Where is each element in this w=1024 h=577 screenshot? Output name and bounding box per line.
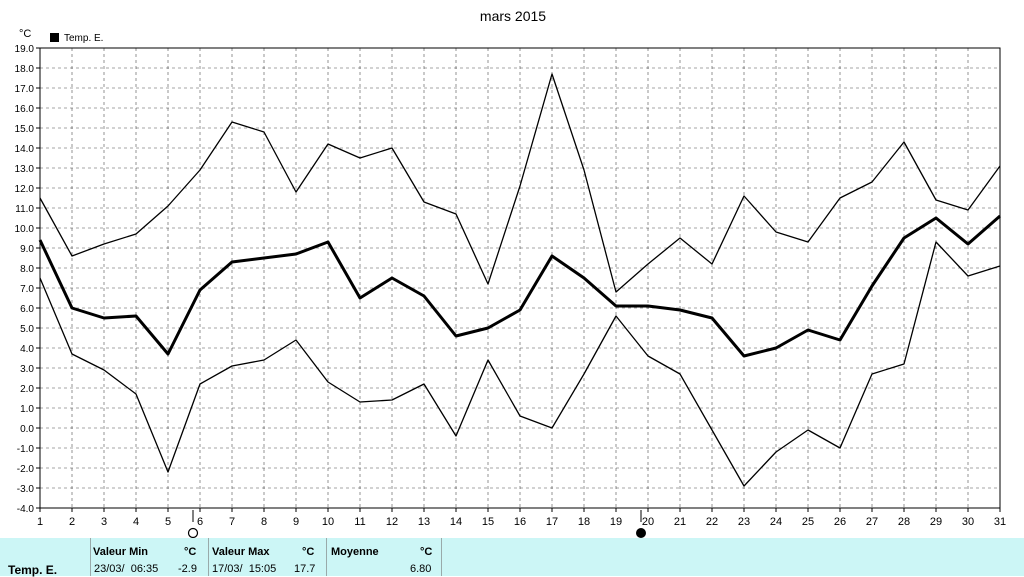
max-date: 17/03/ 15:05 bbox=[212, 563, 277, 575]
legend-swatch bbox=[50, 33, 59, 42]
moon-markers bbox=[187, 510, 646, 538]
series-line-max bbox=[39, 73, 1001, 293]
series-lines bbox=[38, 73, 1001, 487]
x-tick-label: 13 bbox=[418, 516, 430, 528]
min-value: -2.9 bbox=[178, 563, 197, 575]
max-value: 17.7 bbox=[294, 563, 316, 575]
legend: Temp. E. bbox=[50, 33, 103, 44]
x-tick-label: 17 bbox=[546, 516, 558, 528]
x-tick-label: 18 bbox=[578, 516, 590, 528]
x-tick-label: 16 bbox=[514, 516, 526, 528]
x-tick-label: 31 bbox=[994, 516, 1006, 528]
y-tick-label: 0.0 bbox=[20, 424, 34, 435]
temperature-chart: mars 2015 °C Temp. E. -4.0 -3.0 -2.0 -1.0 0.… bbox=[15, 8, 1006, 538]
last-quarter-moon-icon bbox=[187, 527, 199, 538]
y-tick-label: 2.0 bbox=[20, 384, 34, 395]
x-tick-label: 4 bbox=[133, 516, 139, 528]
y-tick-label: 4.0 bbox=[20, 344, 34, 355]
min-date: 23/03/ 06:35 bbox=[94, 563, 159, 575]
y-tick-label: 12.0 bbox=[15, 184, 35, 195]
x-tick-label: 26 bbox=[834, 516, 846, 528]
y-tick-label: 7.0 bbox=[20, 284, 34, 295]
x-tick-label: 24 bbox=[770, 516, 782, 528]
x-tick-label: 21 bbox=[674, 516, 686, 528]
x-tick-label: 25 bbox=[802, 516, 814, 528]
x-tick-label: 8 bbox=[261, 516, 267, 528]
y-tick-label: -4.0 bbox=[17, 504, 35, 515]
y-tick-label: 18.0 bbox=[15, 64, 35, 75]
x-tick-label: 11 bbox=[354, 516, 365, 528]
y-tick-label: 15.0 bbox=[15, 124, 35, 135]
y-tick-label: -3.0 bbox=[17, 484, 35, 495]
x-tick-label: 20 bbox=[642, 516, 654, 528]
footer-divider bbox=[326, 538, 327, 576]
x-tick-label: 12 bbox=[386, 516, 398, 528]
y-tick-label: 5.0 bbox=[20, 324, 34, 335]
y-tick-label: 14.0 bbox=[15, 144, 35, 155]
max-unit: °C bbox=[302, 546, 315, 558]
footer-divider bbox=[441, 538, 442, 576]
x-tick-label: 27 bbox=[866, 516, 878, 528]
x-tick-label: 7 bbox=[229, 516, 235, 528]
y-tick-label: 9.0 bbox=[20, 244, 34, 255]
min-unit: °C bbox=[184, 546, 197, 558]
y-tick-label: 1.0 bbox=[20, 404, 34, 415]
x-tick-label: 6 bbox=[197, 516, 203, 528]
y-tick-label: 16.0 bbox=[15, 104, 35, 115]
avg-unit: °C bbox=[420, 546, 433, 558]
avg-label: Moyenne bbox=[331, 546, 379, 558]
x-tick-label: 14 bbox=[450, 516, 462, 528]
x-tick-label: 23 bbox=[738, 516, 750, 528]
y-tick-label: 11.0 bbox=[15, 204, 34, 215]
x-tick-label: 5 bbox=[165, 516, 171, 528]
footer-divider bbox=[208, 538, 209, 576]
y-tick-label: 10.0 bbox=[15, 224, 35, 235]
footer-row-label: Temp. E. bbox=[8, 563, 58, 577]
x-tick-label: 15 bbox=[482, 516, 494, 528]
max-label: Valeur Max bbox=[212, 546, 270, 558]
chart-title: mars 2015 bbox=[480, 8, 546, 24]
series-line-min bbox=[39, 241, 1001, 487]
y-axis-unit: °C bbox=[19, 28, 31, 40]
min-label: Valeur Min bbox=[93, 546, 149, 558]
y-tick-label: 6.0 bbox=[20, 304, 34, 315]
x-axis: 1 2 3 4 5 6 7 8 9 10 11 12 13 14 15 16 17 18 19 20 21 22 23 24 2… bbox=[37, 508, 1006, 528]
x-tick-label: 3 bbox=[101, 516, 107, 528]
x-tick-label: 29 bbox=[930, 516, 942, 528]
x-tick-label: 2 bbox=[69, 516, 75, 528]
series-line-mean bbox=[38, 214, 1001, 358]
y-axis: -4.0 -3.0 -2.0 -1.0 0.0 1.0 2.0 3.0 4.0 5.0 6.0 7.0… bbox=[15, 44, 40, 515]
x-tick-label: 30 bbox=[962, 516, 974, 528]
y-tick-label: -2.0 bbox=[17, 464, 35, 475]
new-moon-icon bbox=[636, 528, 646, 538]
x-tick-label: 9 bbox=[293, 516, 299, 528]
x-tick-label: 22 bbox=[706, 516, 718, 528]
y-tick-label: 17.0 bbox=[15, 84, 35, 95]
legend-label: Temp. E. bbox=[64, 33, 103, 44]
avg-value: 6.80 bbox=[410, 563, 432, 575]
y-tick-label: 19.0 bbox=[15, 44, 35, 55]
y-tick-label: -1.0 bbox=[17, 444, 35, 455]
statistics-footer: Temp. E. Valeur Min °C 23/03/ 06:35 -2.9… bbox=[0, 538, 1024, 577]
y-tick-label: 8.0 bbox=[20, 264, 34, 275]
y-tick-label: 13.0 bbox=[15, 164, 35, 175]
grid bbox=[40, 48, 1000, 508]
x-tick-label: 19 bbox=[610, 516, 622, 528]
x-tick-label: 10 bbox=[322, 516, 334, 528]
x-tick-label: 1 bbox=[37, 516, 43, 528]
y-tick-label: 3.0 bbox=[20, 364, 34, 375]
x-tick-label: 28 bbox=[898, 516, 910, 528]
footer-divider bbox=[90, 538, 91, 576]
